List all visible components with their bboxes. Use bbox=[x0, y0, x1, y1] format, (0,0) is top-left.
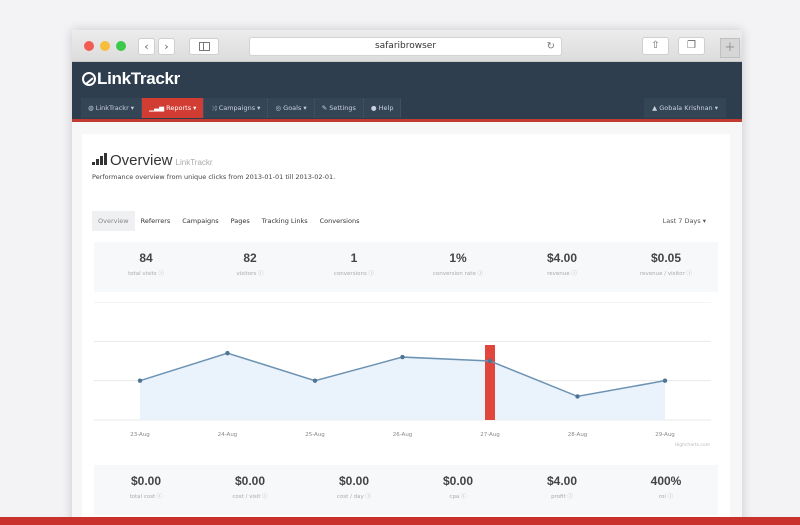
signal-bars-icon bbox=[92, 153, 107, 165]
app-logo[interactable]: LinkTrackr bbox=[82, 69, 180, 89]
stat-cost-per-visit: $0.00 cost / visit ⓘ bbox=[232, 474, 268, 500]
data-point[interactable] bbox=[225, 350, 230, 356]
show-tabs-button[interactable]: ❐ bbox=[678, 37, 705, 55]
stat-cost-per-day: $0.00 cost / day ⓘ bbox=[336, 474, 372, 500]
x-axis-label: 28-Aug bbox=[567, 432, 588, 438]
browser-toolbar: ‹ › safaribrowser ↻ ⇧ ❐ + bbox=[72, 30, 742, 62]
menu-item-linktrackr[interactable]: ◍ LinkTrackr ▾ bbox=[81, 98, 143, 118]
stat-total-visits: 84 total visits ⓘ bbox=[128, 251, 164, 277]
x-axis-label: 29-Aug bbox=[655, 432, 675, 438]
x-axis-label: 23-Aug bbox=[130, 432, 150, 438]
x-axis-label: 25-Aug bbox=[305, 432, 325, 438]
visits-chart[interactable]: 23-Aug 24-Aug 25-Aug 26-Aug 27-Aug 28-Aug 29-A… bbox=[94, 302, 720, 454]
app-header: LinkTrackr ◍ LinkTrackr ▾ ▁▃▅ Reports ▾ … bbox=[72, 62, 742, 122]
stats-summary-top: 84 total visits ⓘ 82 visitors ⓘ 1 conversio… bbox=[94, 242, 718, 292]
share-button[interactable]: ⇧ bbox=[642, 37, 669, 55]
logo-icon bbox=[82, 72, 96, 86]
forward-button[interactable]: › bbox=[158, 38, 175, 55]
user-icon: ▲ bbox=[652, 104, 660, 112]
data-point[interactable] bbox=[662, 378, 668, 383]
menu-item-help[interactable]: ● Help bbox=[364, 98, 402, 118]
tab-conversions[interactable]: Conversions bbox=[319, 217, 360, 225]
x-axis-label: 27-Aug bbox=[480, 432, 500, 438]
page-description: Performance overview from unique clicks … bbox=[92, 173, 336, 181]
menu-item-reports[interactable]: ▁▃▅ Reports ▾ bbox=[142, 98, 205, 118]
tab-referrers[interactable]: Referrers bbox=[140, 217, 171, 225]
data-point[interactable] bbox=[575, 394, 580, 399]
stat-cpa: $0.00 cpa ⓘ bbox=[442, 474, 474, 500]
globe-icon: ◍ bbox=[88, 104, 96, 112]
menu-item-campaigns[interactable]: ⤨ Campaigns ▾ bbox=[204, 98, 269, 118]
bar-chart-icon: ▁▃▅ bbox=[149, 104, 167, 112]
stat-conversions: 1 conversions ⓘ bbox=[333, 251, 375, 277]
report-tabs: Overview Referrers Campaigns Pages Track… bbox=[92, 211, 365, 231]
stat-revenue: $4.00 revenue ⓘ bbox=[546, 251, 578, 277]
address-bar[interactable]: safaribrowser ↻ bbox=[249, 37, 562, 56]
reload-icon[interactable]: ↻ bbox=[546, 41, 555, 52]
url-text: safaribrowser bbox=[374, 41, 437, 51]
sidebar-icon bbox=[199, 42, 210, 51]
date-range-dropdown[interactable]: Last 7 Days ▾ bbox=[662, 217, 706, 225]
stat-conversion-rate: 1% conversion rate ⓘ bbox=[432, 251, 484, 277]
zoom-window-button[interactable] bbox=[116, 41, 126, 51]
bottom-accent-bar bbox=[0, 517, 800, 525]
tab-campaigns[interactable]: Campaigns bbox=[182, 217, 219, 225]
chart-credits[interactable]: Highcharts.com bbox=[674, 443, 710, 448]
sidebar-toggle-button[interactable] bbox=[189, 38, 219, 55]
shuffle-icon: ⤨ bbox=[211, 104, 219, 112]
back-button[interactable]: ‹ bbox=[138, 38, 155, 55]
x-axis-label: 24-Aug bbox=[217, 432, 238, 438]
conversion-marker[interactable] bbox=[485, 345, 495, 420]
x-axis-label: 26-Aug bbox=[392, 432, 413, 438]
tab-overview[interactable]: Overview bbox=[92, 211, 135, 231]
data-point[interactable] bbox=[487, 358, 493, 364]
page-subtitle: LinkTrackr bbox=[175, 158, 213, 167]
help-icon: ● bbox=[370, 104, 379, 112]
stat-revenue-per-visitor: $0.05 revenue / visitor ⓘ bbox=[639, 251, 693, 277]
page-title: Overview LinkTrackr bbox=[92, 152, 213, 169]
overview-panel: Overview LinkTrackr Performance overview … bbox=[82, 134, 730, 525]
data-point[interactable] bbox=[312, 378, 318, 383]
menu-item-goals[interactable]: ◎ Goals ▾ bbox=[268, 98, 315, 118]
close-window-button[interactable] bbox=[84, 41, 94, 51]
chart-plot bbox=[94, 302, 711, 421]
menu-item-settings[interactable]: ✎ Settings bbox=[315, 98, 364, 118]
tab-pages[interactable]: Pages bbox=[230, 217, 250, 225]
stat-roi: 400% roi ⓘ bbox=[650, 474, 682, 500]
new-tab-button[interactable]: + bbox=[720, 38, 740, 58]
minimize-window-button[interactable] bbox=[100, 41, 110, 51]
tab-tracking-links[interactable]: Tracking Links bbox=[261, 217, 308, 225]
stats-summary-bottom: $0.00 total cost ⓘ $0.00 cost / visit ⓘ $0… bbox=[94, 465, 718, 515]
wrench-icon: ✎ bbox=[321, 104, 330, 112]
stat-profit: $4.00 profit ⓘ bbox=[546, 474, 578, 500]
browser-window: ‹ › safaribrowser ↻ ⇧ ❐ + LinkTrackr ◍ L… bbox=[72, 30, 742, 525]
logo-text: LinkTrackr bbox=[97, 69, 180, 88]
data-point[interactable] bbox=[137, 378, 143, 383]
main-menu: ◍ LinkTrackr ▾ ▁▃▅ Reports ▾ ⤨ Campaigns… bbox=[81, 98, 402, 118]
user-menu[interactable]: ▲ Gobala Krishnan ▾ bbox=[644, 98, 726, 118]
target-icon: ◎ bbox=[275, 104, 284, 112]
stat-visitors: 82 visitors ⓘ bbox=[236, 251, 264, 277]
data-point[interactable] bbox=[400, 354, 405, 360]
stat-total-cost: $0.00 total cost ⓘ bbox=[129, 474, 163, 500]
